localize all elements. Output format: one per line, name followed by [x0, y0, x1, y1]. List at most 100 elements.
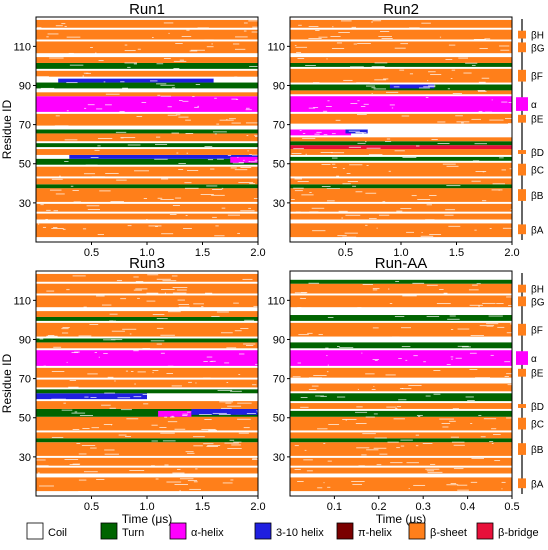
- frame-noise: [453, 444, 465, 446]
- frame-noise: [371, 87, 376, 89]
- frame-noise: [251, 31, 258, 33]
- frame-noise: [465, 396, 474, 398]
- frame-noise: [46, 290, 55, 292]
- frame-noise: [83, 173, 96, 175]
- frame-noise: [471, 64, 476, 66]
- frame-noise: [43, 365, 47, 367]
- frame-noise: [508, 305, 512, 306]
- segment-turn: [36, 438, 258, 443]
- segment-band: [36, 92, 258, 97]
- frame-noise: [49, 189, 62, 191]
- frame-noise: [119, 111, 125, 112]
- frame-noise: [342, 419, 357, 420]
- frame-noise: [408, 385, 422, 386]
- frame-noise: [68, 52, 74, 54]
- legend-swatch: [100, 522, 118, 540]
- frame-noise: [201, 428, 216, 430]
- frame-noise: [237, 418, 251, 420]
- frame-noise: [156, 343, 162, 345]
- frame-noise: [221, 407, 232, 409]
- frame-noise: [169, 416, 175, 418]
- x-tick-label: 2.0: [504, 247, 519, 259]
- frame-noise: [101, 404, 111, 406]
- frame-noise: [374, 79, 387, 81]
- frame-noise: [337, 346, 340, 348]
- frame-noise: [351, 26, 357, 28]
- segment-beta_sheet: [36, 133, 258, 142]
- frame-noise: [361, 352, 363, 354]
- segment-beta_sheet: [36, 203, 258, 212]
- frame-noise: [251, 154, 258, 156]
- frame-noise: [184, 187, 199, 189]
- frame-noise: [481, 77, 490, 79]
- frame-noise: [358, 465, 365, 467]
- frame-noise: [86, 205, 100, 207]
- x-tick-label: 0.5: [504, 501, 519, 513]
- frame-noise: [429, 195, 437, 196]
- frame-noise: [298, 334, 309, 336]
- frame-noise: [325, 106, 332, 107]
- frame-noise: [137, 371, 146, 373]
- segment-beta_sheet: [36, 457, 258, 467]
- frame-noise: [120, 137, 136, 139]
- frame-noise: [240, 167, 252, 168]
- frame-noise: [171, 385, 182, 387]
- frame-noise: [318, 36, 328, 38]
- frame-noise: [173, 60, 187, 62]
- frame-noise: [502, 227, 512, 229]
- frame-noise: [484, 38, 491, 40]
- frame-noise: [365, 141, 367, 143]
- frame-noise: [389, 104, 395, 106]
- frame-noise: [127, 144, 141, 146]
- segment-beta_sheet: [290, 213, 512, 221]
- segment-band: [36, 393, 147, 400]
- y-tick-label: 70: [273, 120, 285, 132]
- topology-label: βE: [531, 369, 544, 380]
- segment-band: [290, 96, 512, 112]
- frame-noise: [193, 303, 204, 305]
- frame-noise: [395, 281, 400, 282]
- frame-noise: [197, 105, 200, 107]
- frame-noise: [125, 370, 129, 372]
- segment-beta_sheet: [290, 203, 512, 213]
- frame-noise: [457, 489, 469, 491]
- segment-band: [290, 29, 512, 40]
- segment-turn: [36, 389, 258, 394]
- frame-noise: [155, 143, 168, 145]
- frame-noise: [214, 235, 225, 237]
- frame-noise: [389, 303, 393, 304]
- frame-noise: [87, 373, 98, 375]
- frame-noise: [182, 415, 188, 416]
- segment-beta_sheet: [36, 41, 258, 54]
- frame-noise: [351, 481, 365, 482]
- segment-band: [36, 408, 258, 417]
- frame-noise: [90, 47, 93, 48]
- frame-noise: [116, 280, 123, 282]
- frame-noise: [478, 415, 482, 416]
- frame-noise: [486, 323, 499, 325]
- frame-noise: [437, 121, 446, 123]
- frame-noise: [374, 437, 387, 439]
- legend-swatch: [254, 522, 272, 540]
- frame-noise: [129, 333, 132, 335]
- frame-noise: [363, 103, 369, 105]
- frame-noise: [195, 468, 198, 470]
- frame-noise: [423, 86, 436, 88]
- frame-noise: [326, 355, 328, 357]
- segment-beta_sheet: [36, 29, 258, 41]
- segment-band: [290, 137, 512, 142]
- frame-noise: [309, 211, 319, 213]
- frame-noise: [501, 101, 508, 103]
- frame-noise: [185, 215, 188, 216]
- frame-noise: [355, 132, 364, 134]
- frame-noise: [167, 421, 178, 423]
- frame-noise: [238, 162, 244, 163]
- frame-noise: [472, 160, 480, 162]
- segment-band: [230, 156, 258, 163]
- frame-noise: [371, 93, 373, 94]
- segment-beta_sheet: [36, 19, 258, 29]
- frame-noise: [386, 406, 397, 408]
- frame-noise: [506, 296, 512, 298]
- frame-noise: [347, 180, 358, 182]
- segment-band: [36, 338, 258, 343]
